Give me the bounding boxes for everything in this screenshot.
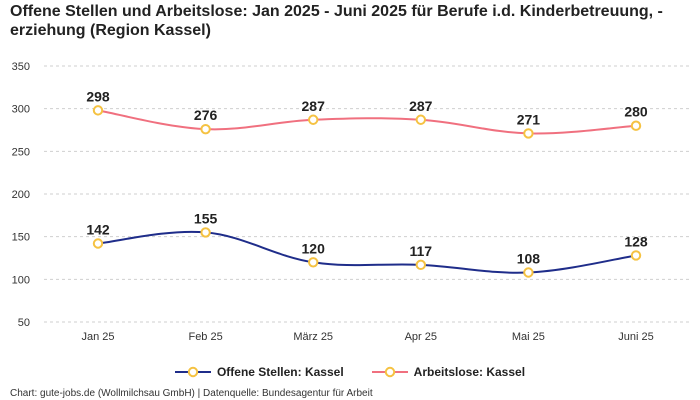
data-label-offene-stellen: 117 <box>410 243 433 259</box>
data-label-arbeitslose: 276 <box>194 107 218 123</box>
y-tick-label: 200 <box>12 189 30 201</box>
y-tick-label: 300 <box>12 104 30 116</box>
data-label-arbeitslose: 287 <box>409 98 433 114</box>
data-point-offene-stellen <box>415 259 426 271</box>
x-tick-label: Juni 25 <box>618 331 653 343</box>
data-label-arbeitslose: 287 <box>302 98 326 114</box>
x-axis: Jan 25 Feb 25 März 25 Apr 25 Mai 25 Juni 25 <box>81 331 653 343</box>
x-tick-label: Feb 25 <box>188 331 222 343</box>
data-point-arbeitslose <box>523 128 534 139</box>
source-footer: Chart: gute-jobs.de (Wollmilchsau GmbH) … <box>10 388 373 399</box>
data-point-arbeitslose <box>200 123 211 135</box>
chart-title: Offene Stellen und Arbeitslose: Jan 2025… <box>10 3 663 39</box>
data-label-arbeitslose: 280 <box>624 104 648 120</box>
series-line-arbeitslose <box>97 109 637 135</box>
data-point-arbeitslose <box>415 114 426 125</box>
x-tick-label: März 25 <box>293 331 333 343</box>
data-label-offene-stellen: 120 <box>302 240 326 256</box>
y-axis: 50 100 150 200 250 300 350 <box>12 61 30 329</box>
data-label-offene-stellen: 128 <box>624 233 648 249</box>
data-label-offene-stellen: 142 <box>86 221 110 237</box>
data-point-arbeitslose <box>630 120 642 131</box>
legend-label-offene-stellen: Offene Stellen: Kassel <box>216 365 344 379</box>
legend-item-offene-stellen[interactable]: Offene Stellen: Kassel <box>174 365 344 379</box>
data-label-offene-stellen: 108 <box>517 251 541 267</box>
data-point-offene-stellen <box>92 238 104 249</box>
legend-label-arbeitslose: Arbeitslose: Kassel <box>413 365 526 379</box>
legend-swatch-offene-stellen <box>174 366 211 378</box>
legend-item-arbeitslose[interactable]: Arbeitslose: Kassel <box>371 365 526 379</box>
data-point-offene-stellen <box>308 257 319 268</box>
legend-swatch-arbeitslose <box>371 366 408 378</box>
series-line-offene-stellen <box>97 230 637 274</box>
y-tick-label: 50 <box>18 317 30 329</box>
x-tick-label: Mai 25 <box>512 331 545 343</box>
data-point-arbeitslose <box>92 105 104 116</box>
y-tick-label: 350 <box>12 61 30 73</box>
y-tick-label: 150 <box>12 232 30 244</box>
gridlines <box>44 65 692 323</box>
x-tick-label: Apr 25 <box>405 331 437 343</box>
data-point-arbeitslose <box>308 114 319 125</box>
data-point-offene-stellen <box>200 227 211 238</box>
x-tick-label: Jan 25 <box>81 331 114 343</box>
y-tick-label: 100 <box>12 274 30 286</box>
data-label-arbeitslose: 271 <box>517 111 541 127</box>
y-tick-label: 250 <box>12 146 30 158</box>
series-layer: 142 155 120 117 108 128 298 276 287 287 271 280 <box>86 88 648 278</box>
data-label-arbeitslose: 298 <box>86 88 110 104</box>
legend: Offene Stellen: Kassel Arbeitslose: Kass… <box>0 362 700 382</box>
data-point-offene-stellen <box>523 267 534 278</box>
data-label-offene-stellen: 155 <box>194 210 218 226</box>
data-point-offene-stellen <box>630 250 642 261</box>
